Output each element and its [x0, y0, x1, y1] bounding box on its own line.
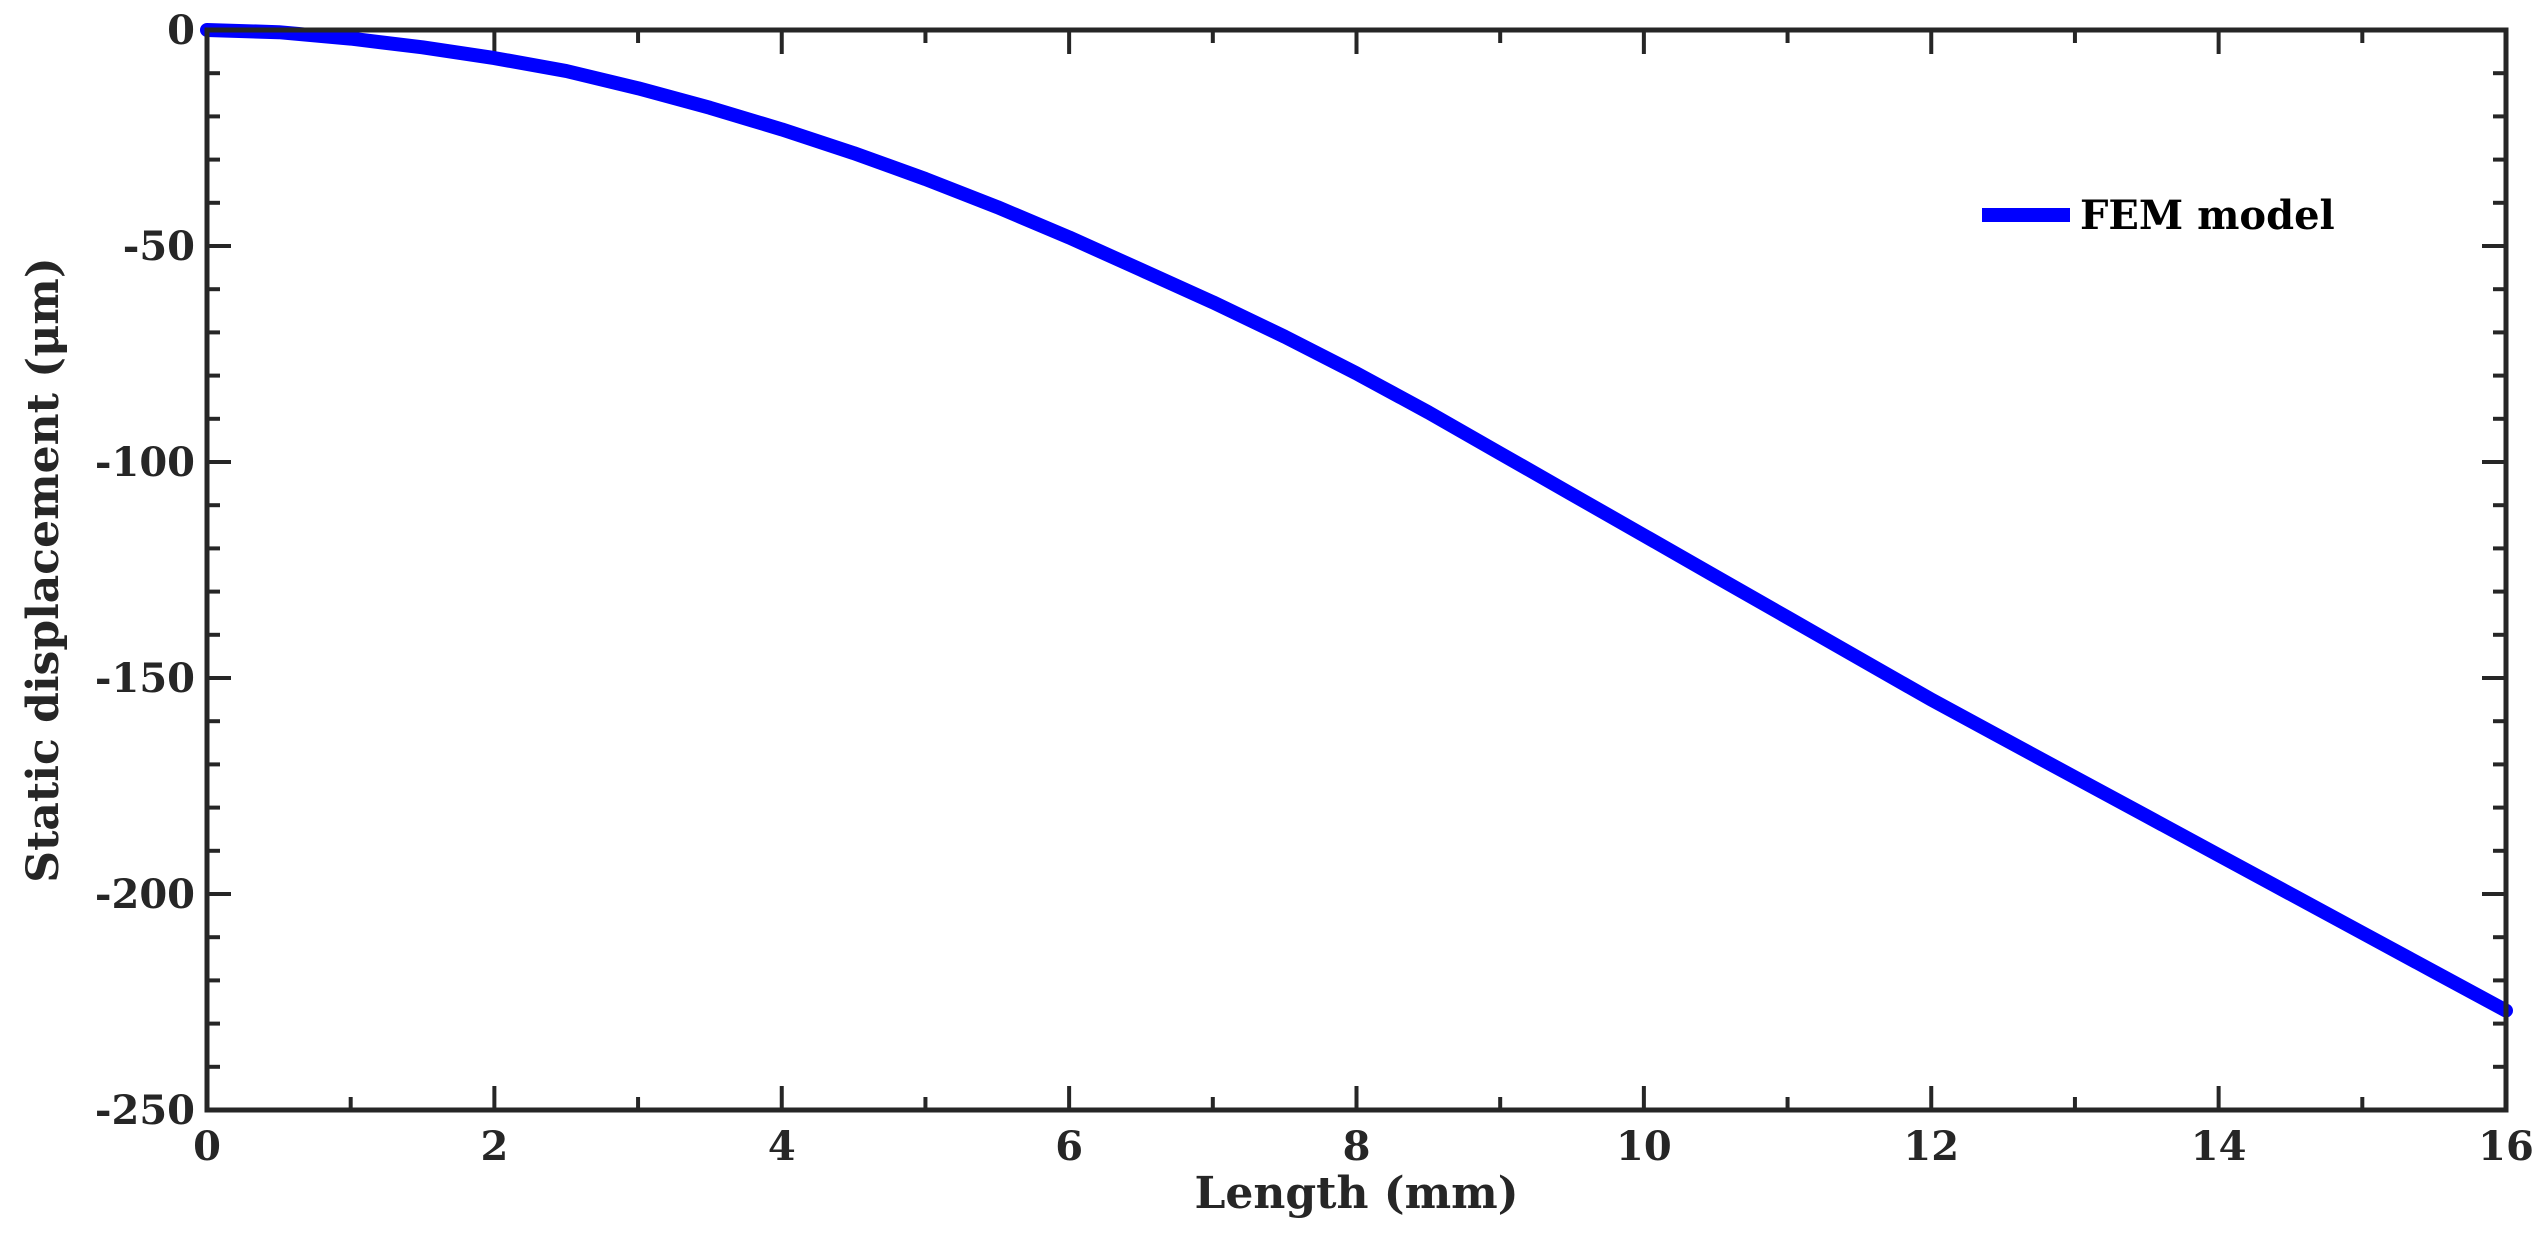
x-tick-label: 16 — [2478, 1123, 2534, 1170]
x-tick-label: 6 — [1055, 1123, 1083, 1170]
y-tick-label: -250 — [95, 1087, 195, 1134]
x-tick-label: 12 — [1903, 1123, 1959, 1170]
x-tick-labels: 0 2 4 6 8 10 12 14 16 — [193, 1123, 2534, 1170]
plot-frame — [204, 27, 2509, 1113]
x-axis-title: Length (mm) — [1194, 1168, 1518, 1219]
y-tick-labels: 0 -50 -100 -150 -200 -250 — [95, 7, 195, 1134]
y-tick-label: 0 — [167, 7, 195, 54]
y-tick-label: -200 — [95, 871, 195, 918]
y-tick-label: -50 — [123, 223, 195, 270]
y-tick-label: -100 — [95, 439, 195, 486]
y-axis-title: Static displacement (μm) — [18, 257, 69, 882]
x-tick-label: 4 — [768, 1123, 796, 1170]
x-tick-label: 0 — [193, 1123, 221, 1170]
x-tick-label: 2 — [480, 1123, 508, 1170]
x-tick-label: 8 — [1343, 1123, 1371, 1170]
series-line-fem-model — [200, 23, 2513, 1018]
y-tick-label: -150 — [95, 655, 195, 702]
legend: FEM model — [1982, 192, 2335, 239]
x-tick-label: 14 — [2191, 1123, 2247, 1170]
x-tick-label: 10 — [1616, 1123, 1672, 1170]
legend-label-fem-model: FEM model — [2080, 192, 2335, 239]
